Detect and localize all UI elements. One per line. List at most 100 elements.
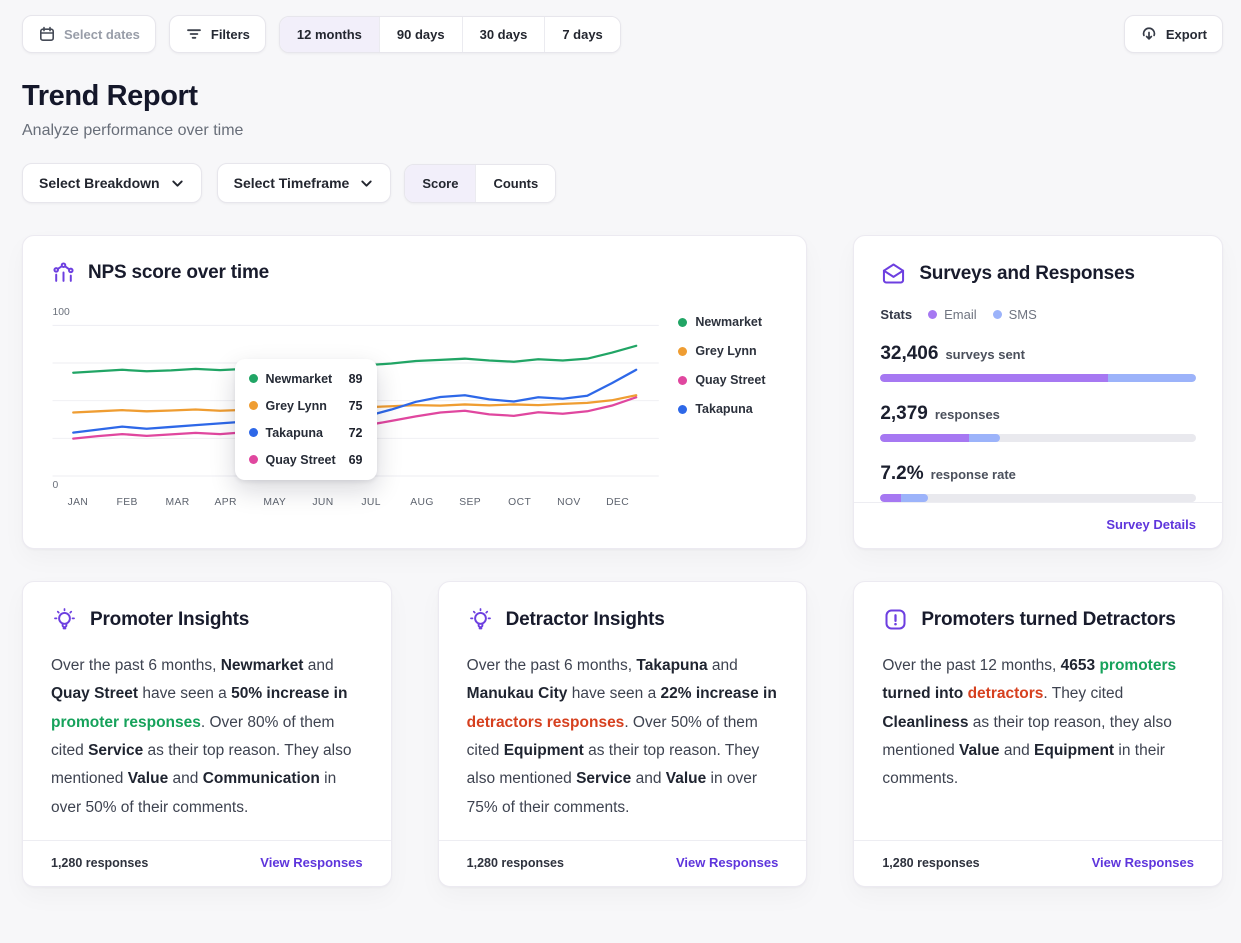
insight-paragraph: Over the past 6 months, Takapuna and Man… <box>466 657 777 816</box>
tooltip-row: Newmarket 89 <box>248 371 363 386</box>
legend-item-grey-lynn[interactable]: Grey Lynn <box>678 344 786 358</box>
legend-label: Quay Street <box>695 373 766 387</box>
view-responses-link[interactable]: View Responses <box>260 855 363 871</box>
tooltip-series-value: 89 <box>348 371 363 386</box>
series-dot <box>248 401 258 411</box>
series-dot <box>678 346 688 356</box>
filters-label: Filters <box>210 26 250 42</box>
legend-item-takapuna[interactable]: Takapuna <box>678 402 786 416</box>
stat-bar <box>880 434 1196 442</box>
timeframe-dropdown[interactable]: Select Timeframe <box>216 163 392 203</box>
tooltip-series-value: 75 <box>348 398 363 413</box>
calendar-icon <box>38 25 56 43</box>
x-tick: JAN <box>68 497 89 508</box>
surveys-card-title: Surveys and Responses <box>919 262 1135 284</box>
breakdown-dropdown[interactable]: Select Breakdown <box>22 163 202 203</box>
tooltip-series-value: 72 <box>348 425 363 440</box>
stat-label: response rate <box>930 467 1016 482</box>
series-dot <box>678 404 688 414</box>
insight-card-body: Over the past 6 months, Takapuna and Man… <box>439 633 807 840</box>
chevron-down-icon <box>170 176 185 191</box>
email-dot <box>928 310 938 319</box>
insight-paragraph: Over the past 12 months, 4653 promoters … <box>882 657 1177 788</box>
envelope-open-icon <box>880 260 907 287</box>
legend-item-newmarket[interactable]: Newmarket <box>678 315 786 329</box>
nps-chart-card: NPS score over time 100 0 <box>22 235 808 549</box>
x-tick: MAR <box>166 497 190 508</box>
surveys-card-header: Surveys and Responses <box>854 236 1222 287</box>
nps-chart-body: 100 0 JAN FEB MAR APR MAY JUN JUL AUG SE… <box>23 285 806 548</box>
select-dates-button[interactable]: Select dates <box>22 15 156 53</box>
legend-label: Takapuna <box>695 402 753 416</box>
x-tick: OCT <box>508 497 531 508</box>
tooltip-row: Grey Lynn 75 <box>248 398 363 413</box>
report-controls: Select Breakdown Select Timeframe Score … <box>22 163 1223 203</box>
export-label: Export <box>1165 26 1207 42</box>
email-bar-segment <box>880 374 1108 382</box>
responses-count: 1,280 responses <box>882 855 980 870</box>
stat-value: 2,379 <box>880 403 928 424</box>
stat-surveys-sent: 32,406 surveys sent <box>880 343 1196 382</box>
toggle-score[interactable]: Score <box>405 164 477 202</box>
series-dot <box>678 317 688 327</box>
range-30-days[interactable]: 30 days <box>462 16 546 52</box>
x-tick: NOV <box>557 497 581 508</box>
stat-value: 32,406 <box>880 343 939 364</box>
line-chart-icon <box>51 260 76 285</box>
survey-details-link[interactable]: Survey Details <box>1106 517 1196 532</box>
x-tick: JUL <box>361 497 381 508</box>
toggle-counts[interactable]: Counts <box>476 164 556 202</box>
breakdown-label: Select Breakdown <box>39 175 160 191</box>
tooltip-row: Takapuna 72 <box>248 425 363 440</box>
sms-bar-segment <box>1107 374 1196 382</box>
x-axis-labels: JAN FEB MAR APR MAY JUN JUL AUG SEP OCT … <box>68 497 629 508</box>
filter-icon <box>185 25 203 43</box>
legend-label: Grey Lynn <box>695 344 757 358</box>
view-responses-link[interactable]: View Responses <box>675 855 779 871</box>
promoters-turned-detractors-card: Promoters turned Detractors Over the pas… <box>853 581 1223 888</box>
legend-chip-sms: SMS <box>992 307 1037 322</box>
sms-bar-segment <box>900 494 928 502</box>
insight-card-footer: 1,280 responses View Responses <box>23 840 391 886</box>
range-7-days[interactable]: 7 days <box>545 16 620 52</box>
chart-legend: Newmarket Grey Lynn Quay Street Takapuna <box>678 299 786 538</box>
stat-response-rate: 7.2% response rate <box>880 463 1196 502</box>
y-axis-max-label: 100 <box>53 307 71 318</box>
score-counts-toggle: Score Counts <box>404 163 557 203</box>
stat-value: 7.2% <box>880 463 924 484</box>
series-dot <box>248 374 258 384</box>
export-button[interactable]: Export <box>1123 15 1223 53</box>
legend-label: Newmarket <box>695 315 763 329</box>
top-toolbar: Select dates Filters 12 months 90 days 3… <box>22 15 1223 53</box>
sms-dot <box>992 310 1002 319</box>
tooltip-series-name: Takapuna <box>265 425 323 440</box>
tooltip-series-name: Grey Lynn <box>265 398 327 413</box>
responses-count: 1,280 responses <box>51 855 149 870</box>
range-12-months[interactable]: 12 months <box>279 16 380 52</box>
legend-item-quay-street[interactable]: Quay Street <box>678 373 786 387</box>
dashboard-grid: NPS score over time 100 0 <box>22 235 1223 888</box>
x-tick: SEP <box>459 497 481 508</box>
stat-bar <box>880 374 1196 382</box>
promoter-insights-card: Promoter Insights Over the past 6 months… <box>22 581 392 888</box>
stat-responses: 2,379 responses <box>880 403 1196 442</box>
stat-line: 2,379 responses <box>880 403 1196 425</box>
detractor-insights-card: Detractor Insights Over the past 6 month… <box>437 581 808 888</box>
filters-button[interactable]: Filters <box>168 15 266 53</box>
tooltip-series-name: Newmarket <box>265 371 333 386</box>
series-dot <box>248 428 258 438</box>
insight-card-header: Detractor Insights <box>439 582 807 633</box>
insight-card-title: Promoters turned Detractors <box>921 608 1176 630</box>
legend-chip-email: Email <box>928 307 977 322</box>
view-responses-link[interactable]: View Responses <box>1091 855 1194 871</box>
insight-card-title: Promoter Insights <box>90 608 250 630</box>
lightbulb-icon <box>51 606 78 633</box>
select-dates-label: Select dates <box>64 26 140 42</box>
y-axis-min-label: 0 <box>53 480 59 491</box>
stat-bar <box>880 494 1196 502</box>
tooltip-series-value: 69 <box>348 452 363 467</box>
surveys-card-body: Stats Email SMS 32,406 surveys sent <box>854 287 1222 502</box>
nps-card-header: NPS score over time <box>23 236 806 285</box>
range-90-days[interactable]: 90 days <box>379 16 463 52</box>
x-tick: DEC <box>606 497 629 508</box>
